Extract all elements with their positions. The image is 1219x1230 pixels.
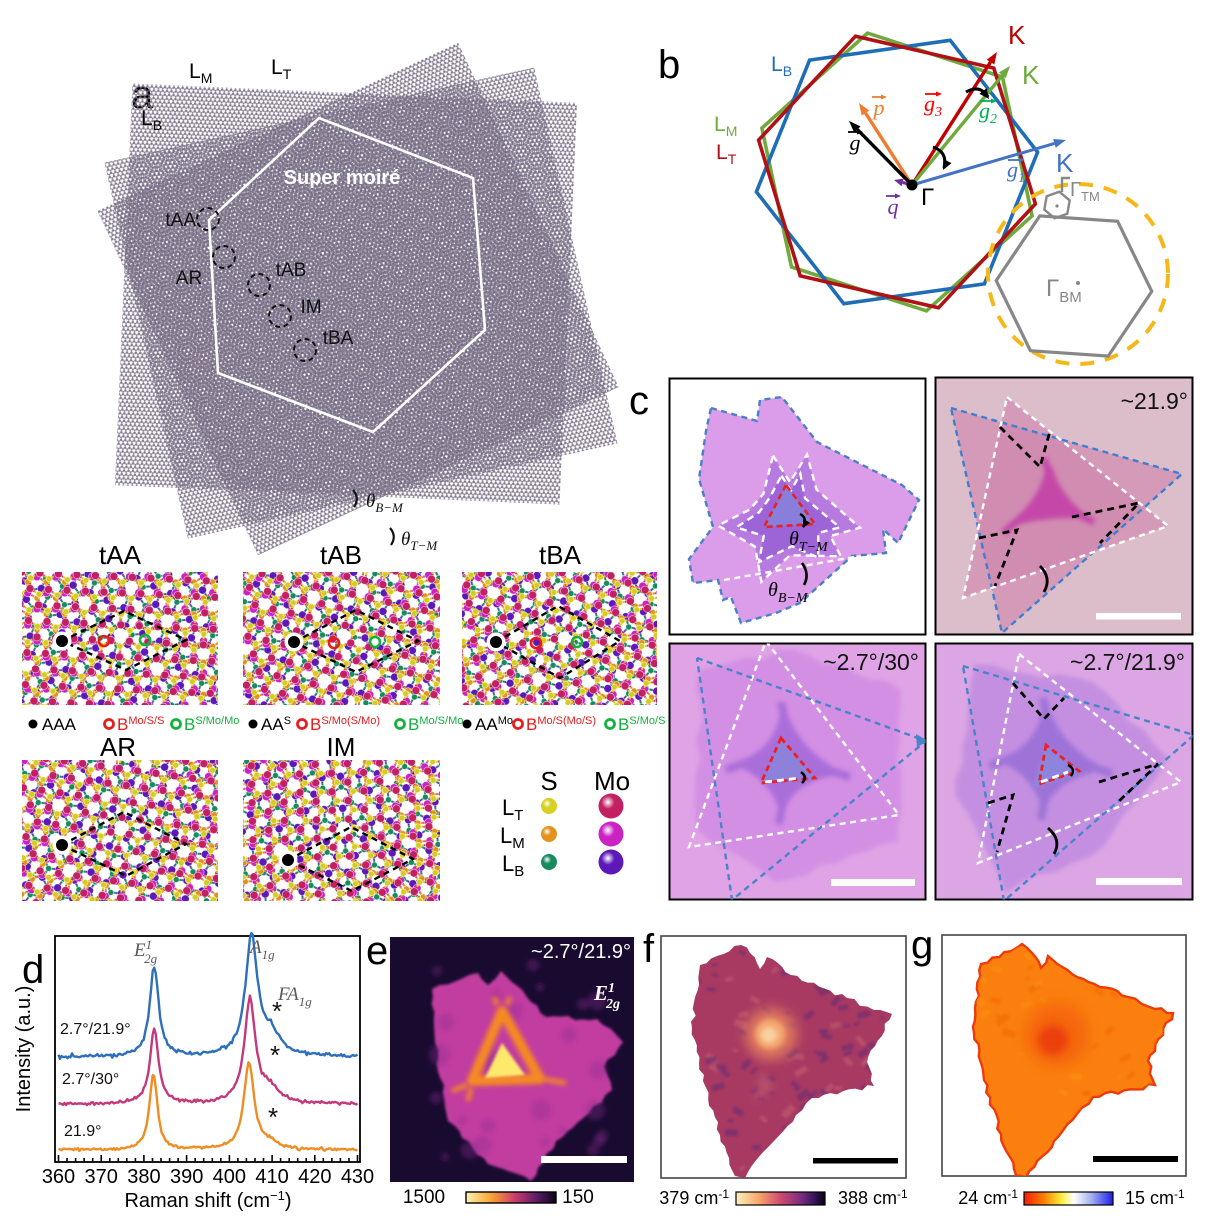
- svg-text:AAA: AAA: [42, 715, 77, 734]
- svg-text:θT−M: θT−M: [401, 529, 438, 553]
- svg-text:2.7°/30°: 2.7°/30°: [62, 1071, 119, 1088]
- svg-text:Γ: Γ: [921, 184, 934, 211]
- svg-text:430: 430: [341, 1166, 374, 1188]
- svg-text:tBA: tBA: [539, 540, 582, 570]
- svg-text:IM: IM: [300, 297, 321, 318]
- svg-text:400: 400: [213, 1166, 246, 1188]
- svg-text:150: 150: [562, 1187, 594, 1208]
- svg-text:380: 380: [127, 1166, 160, 1188]
- svg-text:K: K: [1056, 148, 1074, 178]
- svg-text:g: g: [911, 923, 933, 967]
- svg-text:Super moiré: Super moiré: [284, 167, 401, 189]
- svg-text:tAB: tAB: [276, 260, 307, 281]
- svg-text:21.9°: 21.9°: [64, 1123, 102, 1140]
- svg-text:g: g: [850, 130, 861, 155]
- svg-text:AR: AR: [176, 268, 202, 289]
- svg-text:e: e: [366, 929, 388, 973]
- svg-text:*: *: [268, 1102, 278, 1132]
- svg-text:420: 420: [298, 1166, 331, 1188]
- svg-text:tAB: tAB: [320, 540, 362, 570]
- svg-text:d: d: [22, 948, 44, 992]
- svg-text:~2.7°/21.9°: ~2.7°/21.9°: [1070, 649, 1185, 675]
- svg-text:*: *: [270, 1040, 280, 1070]
- svg-text:K: K: [1008, 20, 1026, 50]
- svg-text:1500: 1500: [403, 1187, 445, 1208]
- svg-text:IM: IM: [327, 732, 356, 762]
- svg-text:AAS: AAS: [261, 715, 291, 734]
- svg-text:~21.9°: ~21.9°: [1121, 388, 1188, 414]
- svg-text:K: K: [1022, 60, 1040, 90]
- svg-text:370: 370: [85, 1166, 118, 1188]
- svg-text:24 cm-1: 24 cm-1: [958, 1187, 1018, 1208]
- svg-text:tAA: tAA: [99, 540, 142, 570]
- svg-text:~2.7°/30°: ~2.7°/30°: [823, 649, 919, 675]
- svg-text:15 cm-1: 15 cm-1: [1125, 1187, 1185, 1208]
- svg-text:390: 390: [170, 1166, 203, 1188]
- svg-text:~2.7°/21.9°: ~2.7°/21.9°: [531, 941, 631, 963]
- svg-text:AR: AR: [100, 732, 136, 762]
- svg-text:2.7°/21.9°: 2.7°/21.9°: [60, 1021, 131, 1038]
- svg-text:θB−M: θB−M: [366, 491, 404, 515]
- svg-text:379 cm-1: 379 cm-1: [659, 1187, 729, 1208]
- svg-text:Mo: Mo: [594, 766, 630, 796]
- svg-text:p: p: [872, 95, 885, 120]
- svg-text:tAA: tAA: [165, 210, 196, 231]
- svg-text:b: b: [658, 43, 680, 87]
- svg-text:S: S: [540, 766, 557, 796]
- svg-text:Raman shift (cm−1): Raman shift (cm−1): [124, 1188, 291, 1212]
- svg-text:388 cm-1: 388 cm-1: [838, 1187, 908, 1208]
- svg-text:410: 410: [255, 1166, 288, 1188]
- svg-text:f: f: [643, 927, 655, 971]
- svg-text:*: *: [272, 996, 282, 1026]
- svg-text:q: q: [888, 194, 899, 219]
- svg-text:LM: LM: [500, 823, 525, 852]
- svg-text:c: c: [629, 379, 649, 423]
- svg-text:Intensity (a.u.): Intensity (a.u.): [13, 986, 35, 1113]
- svg-text:tBA: tBA: [323, 328, 354, 349]
- svg-text:360: 360: [42, 1166, 75, 1188]
